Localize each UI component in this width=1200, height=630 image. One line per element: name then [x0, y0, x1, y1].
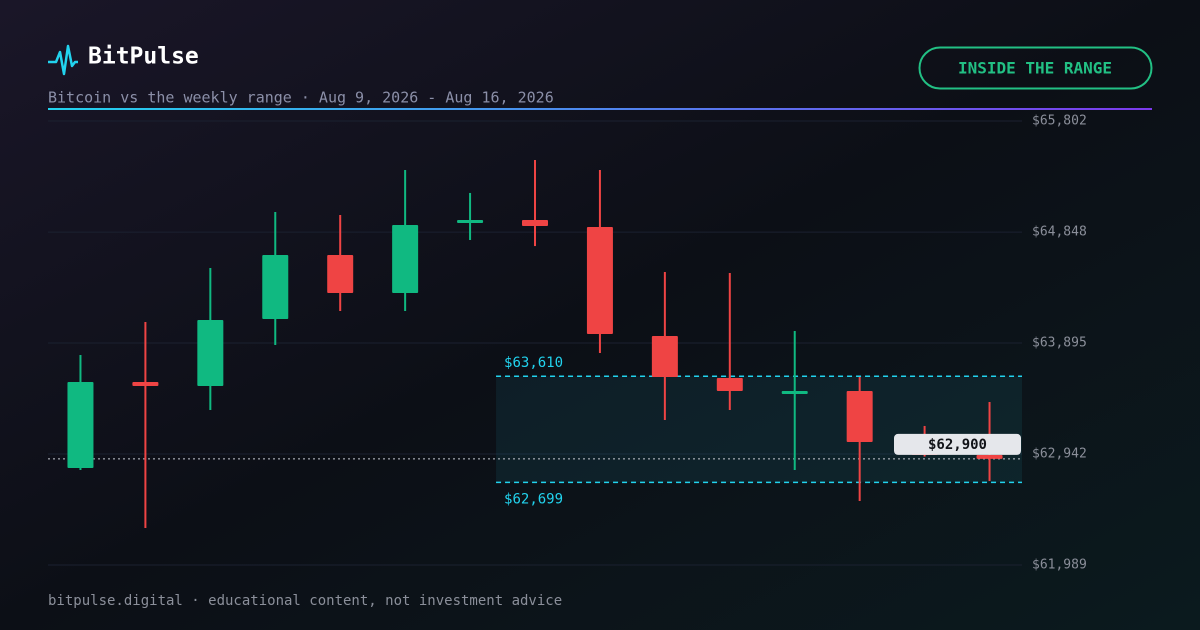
- candle-body: [522, 219, 548, 227]
- brand: BitPulse: [88, 44, 199, 70]
- y-tick-label: $63,895: [1032, 336, 1087, 351]
- candle-body: [327, 255, 354, 293]
- candle-body: [132, 381, 159, 387]
- candle-body: [976, 454, 1003, 459]
- y-tick-label: $62,942: [1032, 447, 1087, 462]
- plot: $65,802 $64,848 $63,895 $62,942 $61,989 $63,6…: [48, 114, 1087, 573]
- range-low-label: $62,699: [504, 491, 563, 507]
- candle-body: [67, 381, 94, 469]
- subtitle: Bitcoin vs the weekly range · Aug 9, 202…: [48, 89, 554, 107]
- status-badge-text: INSIDE THE RANGE: [958, 59, 1112, 78]
- candle-body: [262, 255, 289, 319]
- y-tick-label: $65,802: [1032, 114, 1087, 129]
- candle-body: [651, 335, 678, 378]
- candle-body: [586, 226, 613, 334]
- candle-body: [457, 219, 484, 223]
- footer: bitpulse.digital · educational content, …: [48, 593, 562, 609]
- status-badge: [918, 46, 1153, 90]
- current-price-label: $62,900: [928, 437, 987, 453]
- logo-icon: [48, 44, 78, 76]
- y-tick-label: $64,848: [1032, 225, 1087, 240]
- current-price-tag: [894, 433, 1021, 455]
- candle-body: [197, 320, 224, 387]
- range-zone: [496, 376, 1022, 483]
- candle-body: [392, 224, 419, 293]
- candle-body: [846, 391, 873, 443]
- header-rule: [48, 108, 1152, 110]
- range-high-label: $63,610: [504, 355, 563, 371]
- candle-body: [781, 391, 808, 395]
- candle-body: [716, 377, 743, 392]
- y-tick-label: $61,989: [1032, 558, 1087, 573]
